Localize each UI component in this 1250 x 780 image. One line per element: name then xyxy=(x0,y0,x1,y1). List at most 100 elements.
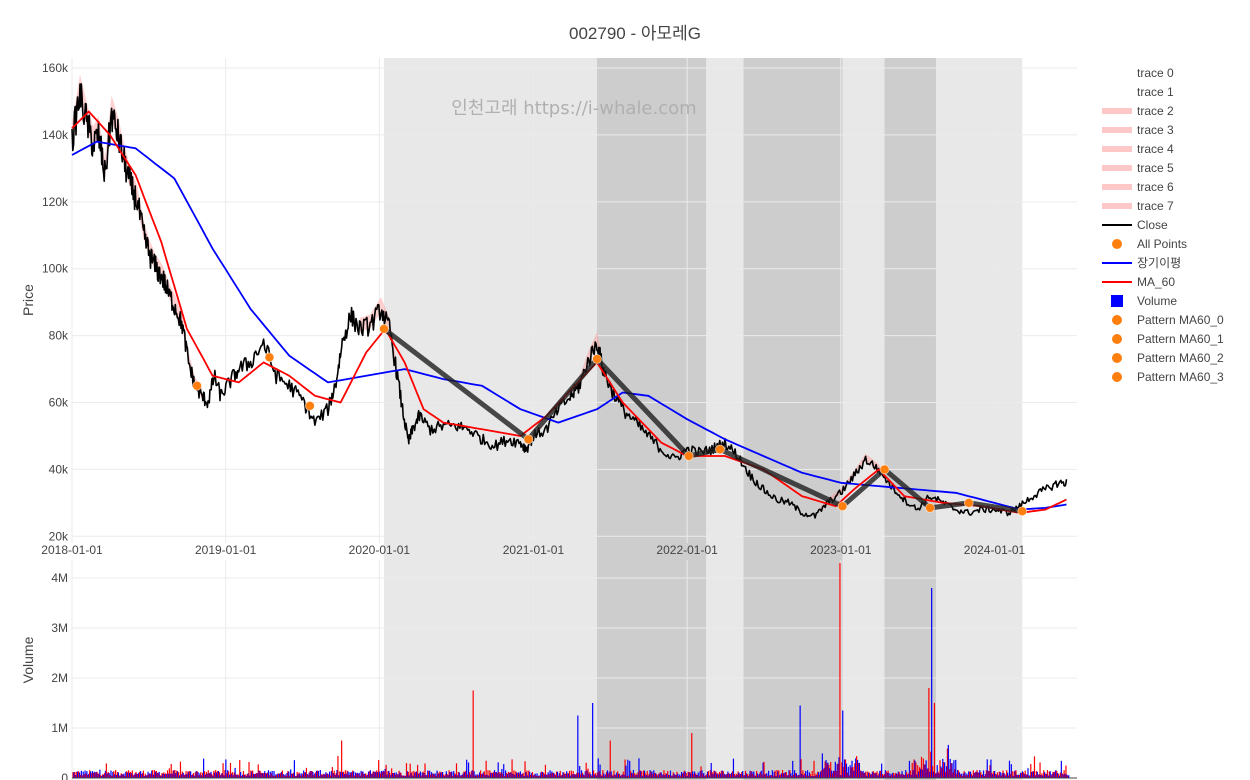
volume-bar xyxy=(761,774,763,778)
volume-bar xyxy=(843,766,845,778)
volume-bar xyxy=(156,772,158,778)
volume-bar xyxy=(485,760,487,778)
legend-item: trace 3 xyxy=(1102,123,1174,137)
volume-bar xyxy=(898,772,900,778)
volume-bar xyxy=(375,771,377,778)
volume-bar xyxy=(722,771,724,778)
volume-bar xyxy=(944,762,946,778)
volume-bar xyxy=(931,766,934,778)
volume-bar xyxy=(630,770,632,778)
volume-bar xyxy=(425,774,427,778)
volume-bar xyxy=(118,775,120,778)
volume-bar xyxy=(166,770,169,778)
volume-bar xyxy=(634,775,636,778)
legend-item: Pattern MA60_0 xyxy=(1112,313,1224,327)
volume-bar xyxy=(853,770,855,778)
legend-item: Pattern MA60_3 xyxy=(1112,370,1224,384)
volume-bar xyxy=(791,775,793,778)
volume-bar xyxy=(580,774,582,778)
volume-bar xyxy=(948,769,950,778)
volume-bar xyxy=(564,774,566,778)
volume-bar xyxy=(376,770,378,778)
volume-bar xyxy=(278,773,280,778)
volume-bar xyxy=(334,774,336,778)
volume-bar xyxy=(770,775,773,778)
volume-bar xyxy=(873,773,875,778)
volume-bar xyxy=(695,774,697,778)
volume-tick-label: 4M xyxy=(51,571,68,585)
volume-bar xyxy=(189,771,191,778)
volume-bar xyxy=(115,770,117,778)
volume-bar xyxy=(514,774,516,778)
volume-bar xyxy=(89,770,91,778)
volume-bar xyxy=(161,773,163,778)
volume-bar xyxy=(601,775,603,778)
volume-bar xyxy=(266,773,268,778)
volume-bar xyxy=(288,771,290,778)
volume-bar xyxy=(910,774,912,778)
volume-bar xyxy=(476,775,478,778)
volume-bar xyxy=(158,771,160,778)
volume-bar xyxy=(1005,775,1007,778)
volume-bar xyxy=(157,772,159,778)
volume-bar xyxy=(855,758,857,778)
volume-bar xyxy=(169,773,171,778)
volume-bar xyxy=(273,771,275,778)
volume-bar xyxy=(804,773,806,778)
volume-bar xyxy=(242,771,245,778)
volume-bar xyxy=(1012,775,1014,778)
volume-bar xyxy=(465,770,467,778)
volume-bar xyxy=(486,774,488,778)
volume-bar xyxy=(470,771,472,778)
volume-bar xyxy=(346,770,348,778)
volume-bar xyxy=(284,774,286,778)
volume-bar xyxy=(230,773,233,778)
volume-bar xyxy=(556,771,559,778)
volume-bar xyxy=(1063,770,1065,778)
volume-bar xyxy=(977,772,979,778)
volume-bar xyxy=(810,775,812,778)
volume-bar xyxy=(643,770,646,778)
volume-bar xyxy=(942,758,944,778)
volume-bar xyxy=(876,771,878,778)
volume-bar xyxy=(101,775,103,778)
volume-bar xyxy=(893,772,895,778)
volume-bar xyxy=(529,771,531,778)
volume-bar xyxy=(661,775,663,778)
volume-bar xyxy=(404,775,407,778)
volume-bar xyxy=(1058,775,1061,778)
volume-bar xyxy=(899,774,901,778)
price-tick-label: 100k xyxy=(42,262,69,276)
volume-bar xyxy=(173,770,175,778)
volume-bar xyxy=(720,770,723,778)
volume-bar xyxy=(993,771,995,778)
volume-bar xyxy=(494,772,496,778)
volume-bar xyxy=(547,772,549,778)
volume-bar xyxy=(687,771,689,778)
legend-item: Close xyxy=(1102,218,1168,232)
volume-bar xyxy=(773,771,775,778)
volume-bar xyxy=(329,775,332,778)
volume-bar xyxy=(271,770,273,778)
highlight-band-0 xyxy=(72,74,202,398)
volume-bar xyxy=(405,763,408,778)
volume-bar xyxy=(572,771,574,778)
volume-bar xyxy=(1038,774,1040,778)
volume-bar xyxy=(367,771,370,778)
volume-bar xyxy=(575,774,577,778)
volume-bar xyxy=(268,775,270,778)
volume-bar xyxy=(1007,772,1009,778)
volume-bar xyxy=(303,772,306,778)
volume-bar xyxy=(931,588,933,778)
volume-bar xyxy=(1050,775,1052,778)
volume-bar xyxy=(122,774,124,778)
volume-bar xyxy=(321,775,323,778)
volume-bar xyxy=(758,773,760,778)
legend-label: Close xyxy=(1137,218,1168,232)
volume-bar xyxy=(848,775,850,778)
volume-bar xyxy=(603,773,605,778)
volume-bar xyxy=(325,772,327,778)
volume-bar xyxy=(640,771,642,778)
legend-label: Pattern MA60_1 xyxy=(1137,332,1224,346)
volume-bar xyxy=(239,759,241,778)
